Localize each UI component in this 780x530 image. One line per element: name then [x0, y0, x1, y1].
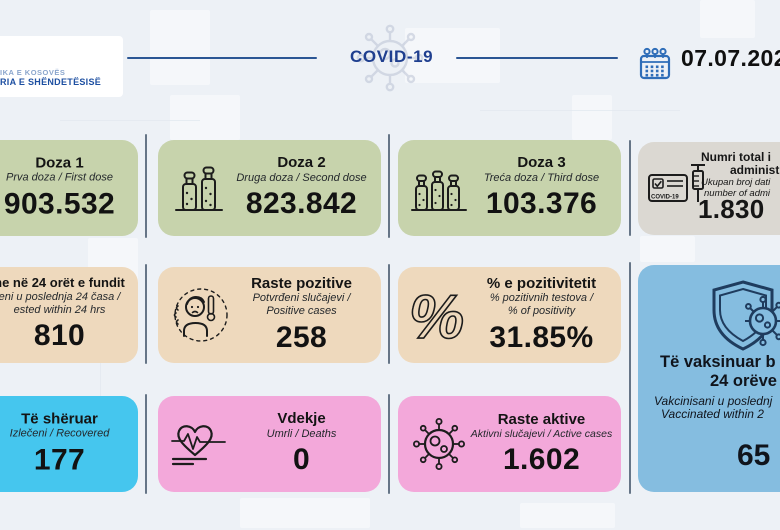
- column-divider: [388, 134, 390, 238]
- card-subtitle-line2: ested within 24 hrs: [13, 303, 106, 316]
- heart-pulse-icon: [171, 425, 226, 466]
- card-subtitle-line1: eni u poslednja 24 časa /: [0, 291, 121, 304]
- card-subtitle: Izlečeni / Recovered: [9, 427, 110, 440]
- ampoules-3-icon: [411, 170, 467, 211]
- card-dose-3: Doza 3 Treća doza / Third dose 103.376: [398, 140, 621, 236]
- percent-icon: %: [409, 286, 465, 344]
- card-vaccinated-24h: Të vaksinuar b 24 orëve Vakcinisani u po…: [638, 265, 780, 492]
- card-title: Vdekje: [277, 410, 326, 428]
- card-title-line2: administ: [730, 163, 780, 177]
- header-divider-right: [456, 57, 618, 59]
- card-title: Doza 2: [277, 154, 326, 172]
- card-subtitle-line1: Ukupan broj dati: [701, 177, 771, 188]
- card-title-line1: Numri total i: [701, 150, 772, 164]
- card-value: 65: [737, 439, 771, 472]
- column-divider: [145, 394, 147, 494]
- card-title: Të shëruar: [21, 410, 98, 428]
- shield-virus-icon: [712, 280, 780, 351]
- card-tested-24h: ne në 24 orët e fundit eni u poslednja 2…: [0, 267, 138, 363]
- card-value: 31.85%: [489, 320, 594, 354]
- sick-person-icon: [173, 288, 228, 342]
- card-subtitle-line2: Positive cases: [266, 304, 337, 317]
- card-title-line2: 24 orëve: [710, 372, 777, 390]
- card-active-cases: Raste aktive Aktivni slučajevi / Active …: [398, 396, 621, 492]
- card-dose-1: Doza 1 Prva doza / First dose 903.532: [0, 140, 138, 236]
- ministry-logo-line2: RIA E SHËNDETËSISË: [0, 77, 102, 87]
- card-title: Doza 1: [35, 154, 84, 172]
- report-date: 07.07.202: [681, 45, 780, 71]
- svg-text:COVID-19: COVID-19: [651, 195, 679, 201]
- column-divider: [388, 394, 390, 494]
- card-value: 258: [275, 320, 328, 354]
- card-value: 823.842: [245, 187, 358, 221]
- card-subtitle: Umrli / Deaths: [266, 427, 337, 440]
- card-value: 177: [33, 443, 86, 477]
- card-title-line1: Të vaksinuar b: [660, 353, 776, 371]
- column-divider: [629, 140, 631, 236]
- card-total-doses: COVID-19 Numri total i administ Ukupan b…: [638, 142, 780, 235]
- card-subtitle: Treća doza / Third dose: [483, 171, 600, 184]
- card-positivity-rate: % % e pozitivitetit % pozitivnih testova…: [398, 267, 621, 363]
- card-deaths: Vdekje Umrli / Deaths 0: [158, 396, 381, 492]
- card-value: 0: [292, 443, 311, 477]
- card-title: Raste aktive: [497, 410, 586, 428]
- header-divider-left: [127, 57, 317, 59]
- svg-text:%: %: [409, 286, 464, 344]
- card-subtitle: Druga doza / Second dose: [236, 171, 367, 184]
- card-value: 1.830: [698, 194, 765, 224]
- virus-watermark-icon: [356, 24, 424, 92]
- card-positive-cases: Raste pozitive Potvrđeni slučajevi / Pos…: [158, 267, 381, 363]
- card-recovered: Të shëruar Izlečeni / Recovered 177: [0, 396, 138, 492]
- card-subtitle-line1: % pozitivnih testova /: [489, 292, 594, 305]
- card-title: % e pozitivitetit: [486, 274, 597, 292]
- vaccine-certificate-syringe-icon: COVID-19: [648, 164, 705, 202]
- ministry-logo-line1: IKA E KOSOVËS: [0, 68, 66, 77]
- card-value: 903.532: [3, 187, 116, 221]
- card-subtitle-line1: Vakcinisani u poslednj: [654, 394, 773, 408]
- column-divider: [629, 262, 631, 494]
- calendar-icon: [639, 47, 671, 80]
- card-value: 103.376: [485, 187, 598, 221]
- card-title: ne në 24 orët e fundit: [0, 275, 125, 291]
- card-subtitle-line2: % of positivity: [507, 304, 576, 317]
- card-subtitle: Prva doza / First dose: [6, 171, 113, 184]
- card-dose-2: Doza 2 Druga doza / Second dose 823.842: [158, 140, 381, 236]
- page-title: COVID-19: [350, 47, 434, 66]
- card-title: Raste pozitive: [251, 274, 352, 292]
- card-subtitle-line2: Vaccinated within 2: [661, 407, 764, 421]
- virus-icon: [413, 418, 466, 471]
- logo-background: [0, 36, 123, 97]
- card-subtitle-line1: Potvrđeni slučajevi /: [252, 292, 351, 305]
- card-subtitle: Aktivni slučajevi / Active cases: [470, 427, 613, 440]
- column-divider: [145, 264, 147, 364]
- ampoules-2-icon: [175, 166, 223, 211]
- card-value: 1.602: [502, 442, 581, 476]
- card-subtitle-line2: number of admi: [704, 188, 771, 199]
- column-divider: [145, 134, 147, 238]
- card-title: Doza 3: [517, 154, 566, 172]
- column-divider: [388, 264, 390, 364]
- card-value: 810: [33, 319, 86, 353]
